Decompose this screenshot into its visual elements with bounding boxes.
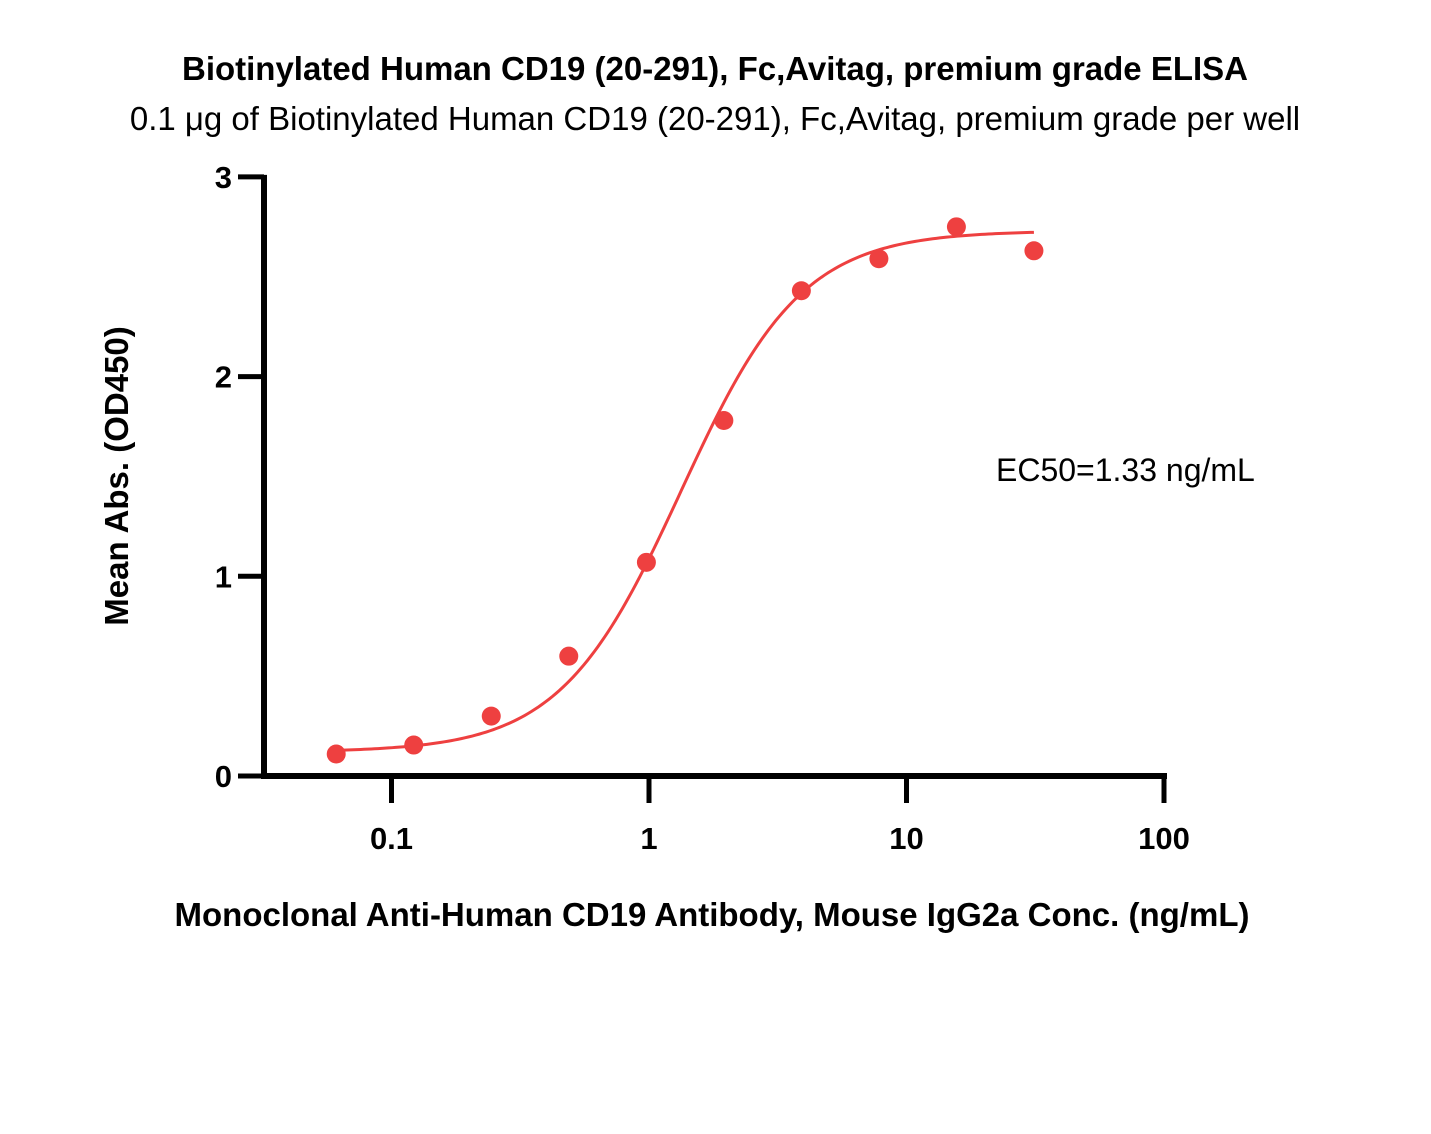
fit-curve (336, 230, 1034, 752)
x-axis-title: Monoclonal Anti-Human CD19 Antibody, Mou… (175, 896, 1250, 933)
data-point (481, 706, 501, 726)
data-point (869, 249, 889, 269)
x-tick-label: 10 (889, 821, 923, 856)
data-point (791, 281, 811, 301)
data-point (404, 735, 424, 755)
y-axis-title: Mean Abs. (OD450) (98, 326, 135, 626)
data-point (326, 744, 346, 764)
data-point (559, 646, 579, 666)
data-point (714, 411, 734, 431)
data-point (636, 552, 656, 572)
x-tick-label: 1 (640, 821, 657, 856)
y-tick-label: 0 (215, 759, 232, 794)
y-tick-label: 2 (215, 360, 232, 395)
axes: 0 1 2 3 0.1 1 10 100 (215, 160, 1190, 856)
x-tick-label: 100 (1138, 821, 1190, 856)
y-tick-label: 1 (215, 559, 232, 594)
data-points-layer (326, 217, 1044, 764)
data-point (1024, 241, 1044, 261)
chart-subtitle: 0.1 μg of Biotinylated Human CD19 (20-29… (130, 100, 1300, 137)
ec50-annotation: EC50=1.33 ng/mL (996, 452, 1255, 488)
y-tick-label: 3 (215, 160, 232, 195)
x-tick-label: 0.1 (370, 821, 413, 856)
data-point (946, 217, 966, 237)
chart-title: Biotinylated Human CD19 (20-291), Fc,Avi… (182, 50, 1248, 87)
fit-curve-layer (336, 230, 1034, 752)
